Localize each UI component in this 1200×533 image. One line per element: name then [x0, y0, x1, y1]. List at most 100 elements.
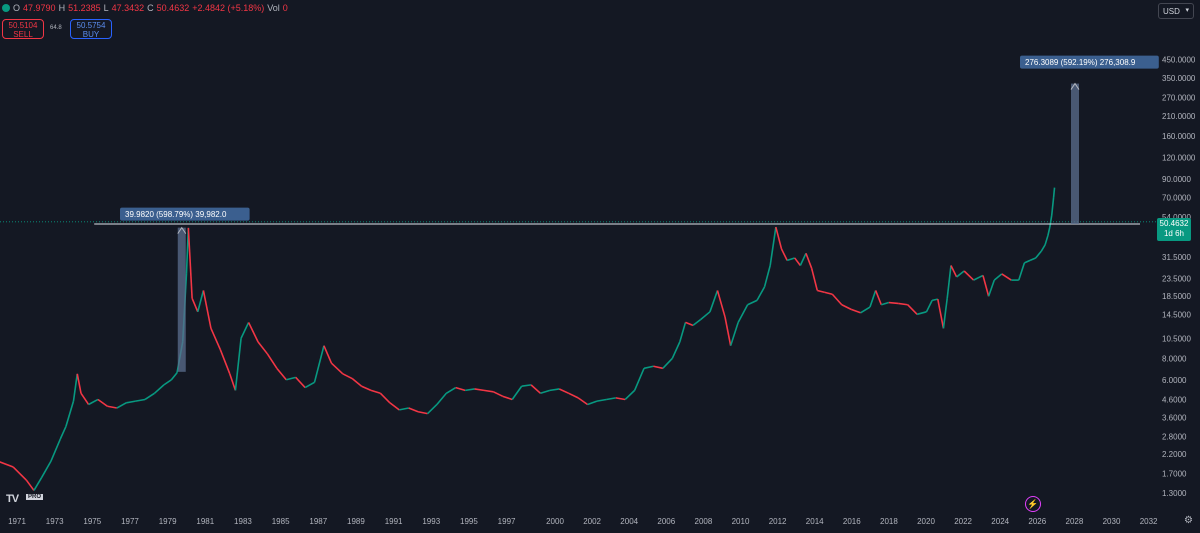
price-segment: [973, 274, 984, 281]
price-segment: [1049, 215, 1053, 228]
y-tick-label: 14.5000: [1162, 310, 1191, 319]
price-segment: [692, 318, 702, 326]
y-tick-label: 450.0000: [1162, 56, 1196, 65]
spread-value: 64.8: [50, 25, 62, 31]
y-tick-label: 6.0000: [1162, 376, 1187, 385]
lightning-icon[interactable]: ⚡: [1025, 496, 1041, 512]
sell-button[interactable]: 50.5104 SELL: [2, 19, 44, 39]
y-tick-label: 1.3000: [1162, 489, 1187, 498]
price-segment: [1029, 257, 1037, 262]
x-tick-label: 2022: [954, 517, 972, 526]
price-segment: [937, 298, 945, 329]
x-tick-label: 2010: [732, 517, 750, 526]
price-segment: [266, 353, 278, 369]
close-label: C: [147, 3, 154, 13]
measure-label: 39.9820 (598.79%) 39,982.0: [125, 210, 227, 219]
measure-bar: [177, 227, 186, 372]
price-segment: [763, 265, 771, 288]
volume-label: Vol: [267, 3, 280, 13]
price-segment: [874, 290, 883, 306]
price-segment: [304, 381, 315, 389]
price-segment: [810, 268, 819, 291]
price-segment: [662, 357, 673, 369]
measure-bar: [1071, 83, 1079, 224]
price-segment: [219, 349, 231, 375]
price-segment: [229, 373, 237, 391]
low-value: 47.3432: [111, 3, 145, 13]
price-segment: [97, 398, 108, 407]
x-tick-label: 2020: [917, 517, 935, 526]
x-tick-label: 1981: [196, 517, 214, 526]
measure-label-box: [120, 207, 250, 221]
price-segment: [286, 376, 296, 381]
x-tick-label: 2024: [991, 517, 1009, 526]
price-segment: [257, 341, 269, 355]
tradingview-logo[interactable]: TV PRO: [6, 493, 48, 505]
change-value: +2.4842 (+5.18%): [192, 3, 265, 13]
price-segment: [709, 290, 719, 313]
price-segment: [493, 391, 504, 398]
currency-label: USD: [1163, 7, 1180, 16]
price-segment: [982, 275, 990, 297]
price-segment: [455, 386, 466, 392]
price-segment: [946, 265, 952, 299]
price-segment: [824, 291, 833, 296]
price-segment: [881, 301, 890, 306]
x-tick-label: 2000: [546, 517, 564, 526]
price-segment: [587, 400, 598, 406]
price-segment: [170, 372, 178, 381]
currency-selector[interactable]: USD ▾: [1158, 3, 1194, 19]
x-tick-label: 2014: [806, 517, 824, 526]
price-segment: [1001, 273, 1012, 281]
y-tick-label: 4.6000: [1162, 395, 1187, 404]
price-segment: [72, 373, 79, 402]
x-tick-label: 1975: [83, 517, 101, 526]
price-segment: [963, 270, 975, 281]
pro-badge: PRO: [26, 494, 44, 500]
price-segment: [549, 388, 560, 392]
price-segment: [116, 402, 127, 409]
y-tick-label: 54.0000: [1162, 213, 1191, 222]
open-label: O: [13, 3, 21, 13]
price-segment: [33, 477, 43, 491]
x-tick-label: 1983: [234, 517, 252, 526]
x-tick-label: 2016: [843, 517, 861, 526]
x-tick-label: 2018: [880, 517, 898, 526]
price-segment: [624, 389, 636, 401]
y-tick-label: 10.5000: [1162, 334, 1191, 343]
buy-button[interactable]: 50.5754 BUY: [70, 19, 112, 39]
price-segment: [568, 392, 579, 399]
price-segment: [521, 384, 532, 388]
price-segment: [426, 403, 438, 415]
price-segment: [483, 389, 494, 393]
price-segment: [436, 392, 447, 405]
price-segment: [1017, 262, 1026, 281]
price-segment: [370, 389, 381, 395]
price-segment: [540, 389, 551, 395]
y-tick-label: 31.5000: [1162, 253, 1191, 262]
y-tick-label: 270.0000: [1162, 93, 1196, 102]
price-segment: [88, 398, 99, 406]
price-segment: [860, 306, 871, 314]
price-segment: [153, 384, 165, 394]
price-segment: [671, 341, 681, 359]
price-segment: [577, 397, 589, 406]
price-segment: [756, 286, 766, 301]
price-segment: [474, 388, 485, 392]
y-tick-label: 2.8000: [1162, 432, 1187, 441]
price-segment: [633, 368, 645, 391]
price-segment: [888, 301, 899, 305]
price-segment: [925, 300, 933, 313]
price-segment: [799, 252, 807, 266]
gear-icon[interactable]: ⚙: [1184, 515, 1193, 526]
price-segment: [1044, 235, 1049, 246]
bar-countdown: 1d 6h: [1163, 229, 1185, 238]
price-segment: [950, 265, 958, 278]
price-segment: [342, 373, 353, 380]
price-segment: [1047, 226, 1051, 236]
x-tick-label: 1987: [309, 517, 327, 526]
price-segment: [40, 460, 52, 479]
buy-price: 50.5754: [76, 21, 106, 30]
